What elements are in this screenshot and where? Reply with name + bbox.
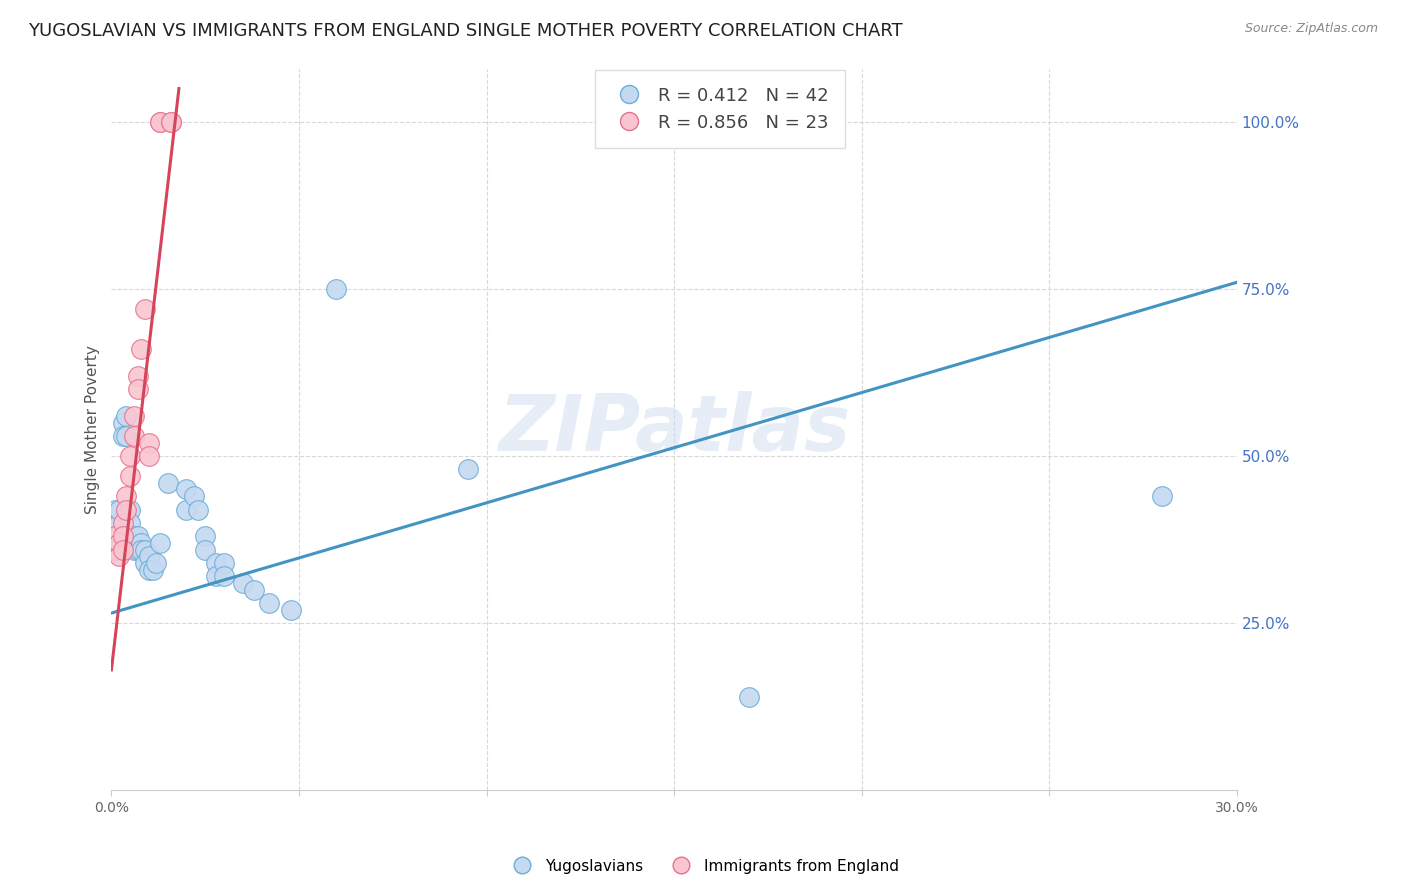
- Point: [134, 556, 156, 570]
- Point: [127, 542, 149, 557]
- Point: [205, 569, 228, 583]
- Point: [104, 529, 127, 543]
- Point: [232, 576, 254, 591]
- Point: [243, 582, 266, 597]
- Point: [122, 529, 145, 543]
- Point: [257, 596, 280, 610]
- Y-axis label: Single Mother Poverty: Single Mother Poverty: [86, 345, 100, 514]
- Point: [120, 469, 142, 483]
- Point: [122, 429, 145, 443]
- Point: [131, 536, 153, 550]
- Point: [187, 502, 209, 516]
- Point: [145, 556, 167, 570]
- Point: [160, 115, 183, 129]
- Point: [122, 409, 145, 423]
- Point: [134, 542, 156, 557]
- Point: [127, 382, 149, 396]
- Point: [120, 516, 142, 530]
- Point: [115, 429, 138, 443]
- Legend: R = 0.412   N = 42, R = 0.856   N = 23: R = 0.412 N = 42, R = 0.856 N = 23: [595, 70, 845, 148]
- Point: [194, 542, 217, 557]
- Point: [104, 542, 127, 557]
- Legend: Yugoslavians, Immigrants from England: Yugoslavians, Immigrants from England: [501, 853, 905, 880]
- Point: [149, 115, 172, 129]
- Point: [138, 549, 160, 564]
- Point: [149, 536, 172, 550]
- Point: [111, 529, 134, 543]
- Point: [138, 435, 160, 450]
- Point: [280, 603, 302, 617]
- Point: [134, 301, 156, 316]
- Point: [104, 502, 127, 516]
- Point: [115, 502, 138, 516]
- Point: [212, 556, 235, 570]
- Point: [120, 449, 142, 463]
- Point: [212, 569, 235, 583]
- Point: [156, 475, 179, 490]
- Point: [325, 282, 347, 296]
- Text: YUGOSLAVIAN VS IMMIGRANTS FROM ENGLAND SINGLE MOTHER POVERTY CORRELATION CHART: YUGOSLAVIAN VS IMMIGRANTS FROM ENGLAND S…: [28, 22, 903, 40]
- Point: [205, 556, 228, 570]
- Point: [120, 502, 142, 516]
- Point: [176, 502, 198, 516]
- Point: [108, 536, 131, 550]
- Point: [122, 542, 145, 557]
- Point: [111, 416, 134, 430]
- Point: [160, 115, 183, 129]
- Point: [115, 489, 138, 503]
- Text: ZIPatlas: ZIPatlas: [498, 392, 851, 467]
- Point: [115, 409, 138, 423]
- Point: [108, 516, 131, 530]
- Point: [138, 563, 160, 577]
- Point: [176, 483, 198, 497]
- Point: [738, 690, 761, 704]
- Point: [111, 542, 134, 557]
- Text: Source: ZipAtlas.com: Source: ZipAtlas.com: [1244, 22, 1378, 36]
- Point: [111, 429, 134, 443]
- Point: [131, 542, 153, 557]
- Point: [1150, 489, 1173, 503]
- Point: [111, 516, 134, 530]
- Point: [142, 563, 165, 577]
- Point: [138, 449, 160, 463]
- Point: [131, 342, 153, 356]
- Point: [127, 368, 149, 383]
- Point: [108, 502, 131, 516]
- Point: [194, 529, 217, 543]
- Point: [127, 529, 149, 543]
- Point: [108, 549, 131, 564]
- Point: [457, 462, 479, 476]
- Point: [183, 489, 205, 503]
- Point: [122, 536, 145, 550]
- Point: [149, 115, 172, 129]
